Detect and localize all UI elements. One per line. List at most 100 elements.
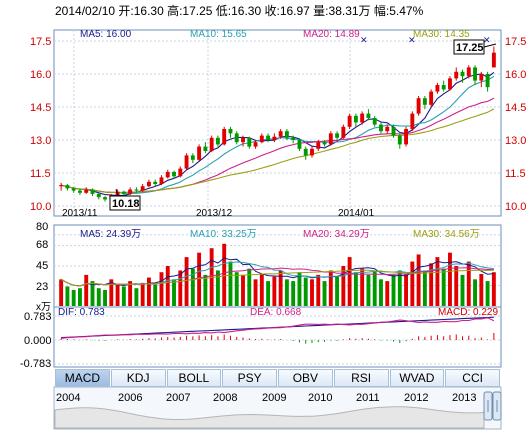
candle-up bbox=[435, 85, 440, 92]
collapse-icon[interactable]: ✕ bbox=[483, 35, 491, 45]
macd-grid bbox=[54, 315, 501, 365]
date-tick: 2013/11 bbox=[62, 208, 98, 219]
candle-up bbox=[328, 133, 333, 145]
timeline-history-area bbox=[54, 406, 485, 429]
volume-bar bbox=[234, 272, 239, 306]
volume-bar bbox=[397, 270, 402, 306]
candle-down bbox=[215, 137, 220, 145]
macd-label: MACD: 0.229 bbox=[438, 307, 498, 318]
candle-down bbox=[134, 189, 139, 191]
volume-bar bbox=[253, 279, 258, 306]
volume-bar bbox=[479, 274, 484, 306]
timeline-year: 2011 bbox=[356, 392, 380, 404]
candle-up bbox=[128, 189, 133, 194]
tab-kdj[interactable]: KDJ bbox=[110, 369, 166, 387]
candle-up bbox=[84, 189, 89, 193]
price-y-tick-right: 16.0 bbox=[505, 69, 526, 81]
volume-moving-averages bbox=[60, 257, 494, 287]
candle-down bbox=[397, 135, 402, 145]
tab-cci[interactable]: CCI bbox=[445, 369, 500, 387]
volume-bar bbox=[491, 272, 496, 306]
volume-bar bbox=[422, 270, 427, 306]
volume-bar bbox=[335, 276, 340, 306]
collapse-icon[interactable]: ✕ bbox=[360, 35, 368, 45]
header-quote: 2014/02/10 开:16.30 高:17.25 低:16.30 收:16.… bbox=[55, 3, 424, 18]
candle-up bbox=[59, 185, 64, 187]
candle-down bbox=[291, 137, 296, 140]
volume-y-tick: 68 bbox=[36, 239, 48, 251]
volume-bar bbox=[460, 274, 465, 306]
candle-up bbox=[454, 71, 459, 79]
volume-bar bbox=[347, 257, 352, 306]
tab-boll[interactable]: BOLL bbox=[166, 369, 222, 387]
volume-bar bbox=[366, 274, 371, 306]
vol-ma20-label: MA20: 34.29万 bbox=[303, 229, 370, 240]
candle-down bbox=[96, 193, 101, 198]
volume-bar bbox=[140, 282, 145, 306]
vol-ma5-label: MA5: 24.39万 bbox=[80, 229, 141, 240]
volume-bar bbox=[473, 279, 477, 306]
price-y-tick-right: 14.5 bbox=[505, 102, 526, 114]
macd-lines bbox=[61, 316, 495, 339]
ma30-label: MA30: 14.35 bbox=[413, 29, 470, 40]
candle-up bbox=[184, 155, 189, 169]
price-y-axis: 17.5 16.0 14.5 13.0 11.5 10.0 17.5 16.0 … bbox=[30, 36, 526, 213]
ma10-line bbox=[60, 75, 495, 194]
candle-up bbox=[310, 148, 314, 156]
price-y-tick: 13.0 bbox=[30, 135, 51, 147]
volume-bar bbox=[241, 274, 245, 306]
candle-down bbox=[234, 133, 239, 143]
candle-down bbox=[65, 185, 70, 189]
volume-bar bbox=[485, 281, 490, 306]
candle-up bbox=[466, 67, 471, 77]
volume-bar bbox=[71, 290, 76, 306]
candle-down bbox=[247, 137, 252, 147]
price-y-tick-right: 11.5 bbox=[505, 168, 526, 180]
volume-bar bbox=[259, 274, 264, 306]
volume-ma30-line bbox=[60, 269, 494, 287]
macd-y-tick: 0.783 bbox=[24, 311, 52, 323]
volume-bar bbox=[247, 268, 252, 306]
volume-bar bbox=[379, 279, 383, 306]
candle-down bbox=[473, 67, 477, 81]
indicator-tabs: MACD KDJ BOLL PSY OBV RSI WVAD CCI bbox=[55, 369, 501, 387]
volume-bar bbox=[153, 284, 158, 306]
volume-y-tick: 23 bbox=[36, 281, 48, 293]
volume-bar bbox=[172, 279, 176, 306]
tab-rsi[interactable]: RSI bbox=[333, 369, 389, 387]
tab-obv[interactable]: OBV bbox=[278, 369, 333, 387]
candle-down bbox=[153, 181, 158, 184]
volume-bar bbox=[128, 281, 133, 306]
candle-up bbox=[347, 115, 352, 127]
volume-bar bbox=[103, 290, 107, 306]
candle-up bbox=[385, 126, 390, 132]
candle-up bbox=[341, 126, 346, 138]
candle-down bbox=[228, 129, 233, 134]
volume-bar bbox=[303, 277, 308, 306]
candle-up bbox=[209, 137, 214, 151]
candle-down bbox=[90, 189, 95, 194]
tab-wvad[interactable]: WVAD bbox=[389, 369, 445, 387]
max-price-pointer bbox=[483, 43, 497, 48]
timeline-year: 2012 bbox=[404, 392, 428, 404]
candle-down bbox=[366, 113, 371, 118]
volume-bar bbox=[90, 281, 95, 306]
tab-psy[interactable]: PSY bbox=[222, 369, 277, 387]
macd-y-tick: -0.783 bbox=[20, 358, 51, 370]
candle-down bbox=[485, 74, 490, 88]
volume-bar bbox=[165, 266, 170, 306]
volume-bar bbox=[429, 263, 434, 306]
candle-down bbox=[460, 71, 465, 77]
dea-label: DEA: 0.668 bbox=[250, 307, 302, 318]
tab-macd[interactable]: MACD bbox=[55, 369, 110, 387]
candle-down bbox=[78, 190, 82, 193]
volume-bar bbox=[328, 270, 333, 306]
candle-down bbox=[203, 146, 208, 151]
candle-up bbox=[416, 98, 421, 114]
candle-up bbox=[159, 177, 164, 184]
candle-down bbox=[284, 131, 289, 138]
candle-up bbox=[253, 142, 258, 147]
collapse-icon[interactable]: ✕ bbox=[408, 35, 416, 45]
ma10-label: MA10: 15.65 bbox=[190, 29, 247, 40]
